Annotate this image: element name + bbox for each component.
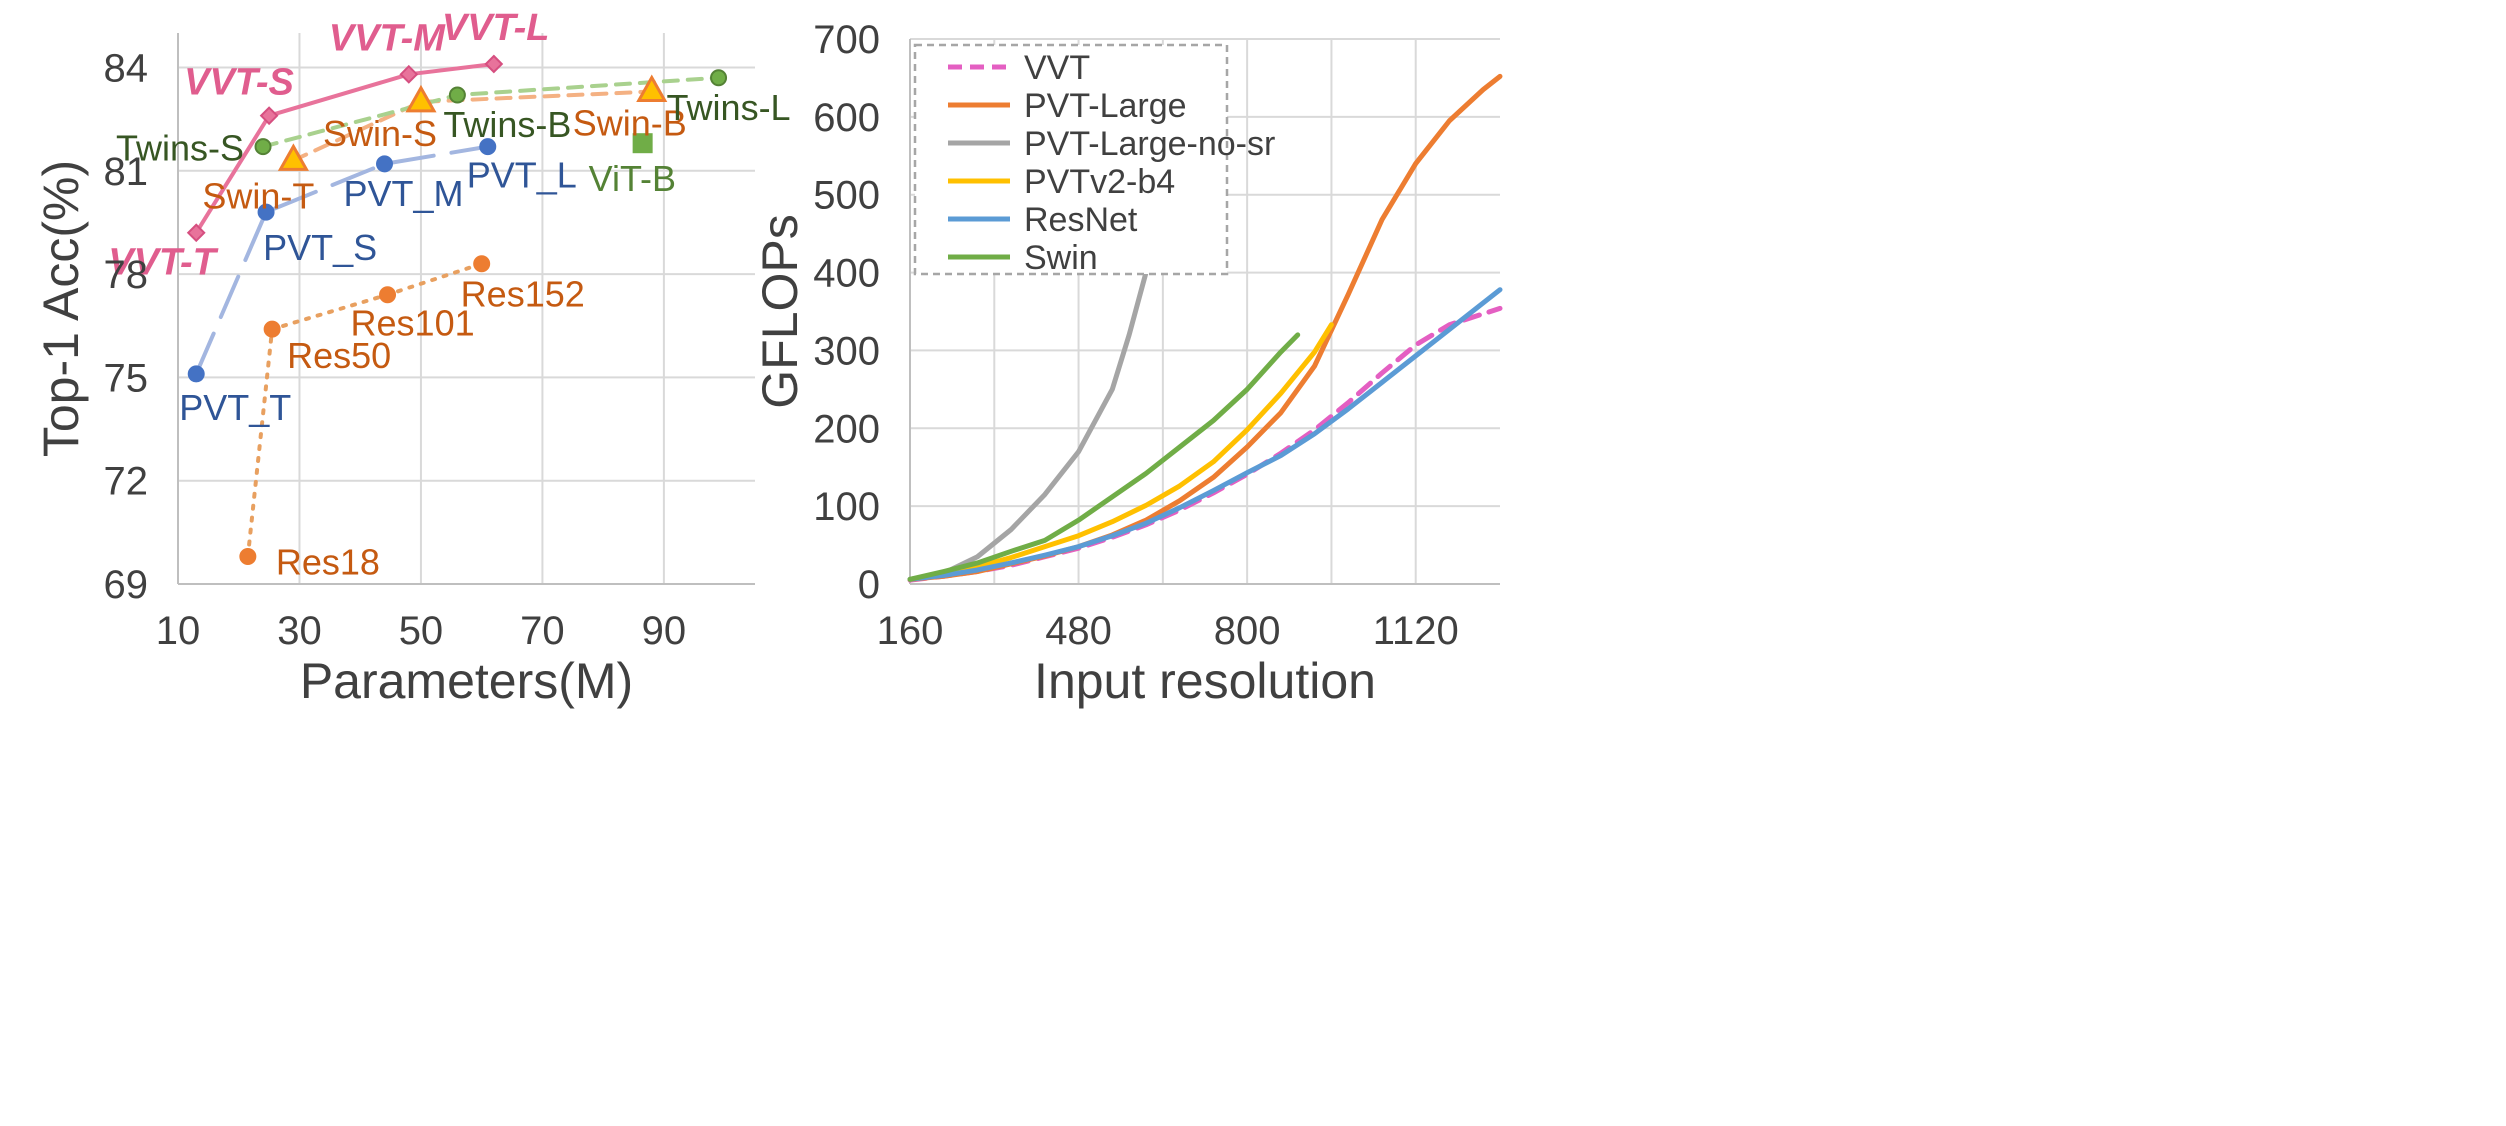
y-tick-label-500: 500 [813, 174, 880, 218]
y-tick-label-700: 700 [813, 18, 880, 62]
pvt-s-marker [257, 203, 275, 221]
res152-marker [473, 255, 491, 273]
x-tick-label-90: 90 [642, 609, 687, 653]
res50-marker [263, 320, 281, 338]
swin-t-marker [277, 143, 309, 171]
vit-b-marker [632, 133, 653, 154]
pvt-m-label: PVT_M [344, 173, 464, 214]
swin-s-label: Swin-S [323, 113, 437, 154]
y-tick-label-200: 200 [813, 407, 880, 451]
pvt-large-no-sr-legend-label: PVT-Large-no-sr [1024, 125, 1275, 163]
vvt-s-label: VVT-S [184, 62, 294, 104]
swin-s-marker [405, 84, 437, 113]
y-tick-label-81: 81 [104, 150, 149, 194]
twins-l-marker [710, 69, 728, 87]
res18-marker [239, 547, 257, 565]
vvt-t-marker [186, 223, 206, 243]
res101-marker [379, 286, 397, 304]
x-tick-label-70: 70 [520, 609, 565, 653]
vvt-series-line [194, 61, 496, 235]
x-tick-label-10: 10 [156, 609, 201, 653]
left-grid [177, 33, 755, 585]
left-x-axis-title: Parameters(M) [300, 653, 633, 709]
swin-series-line [907, 332, 1301, 582]
res152-label: Res152 [461, 274, 585, 315]
y-tick-label-69: 69 [104, 563, 149, 607]
pvt-series-line [194, 144, 490, 376]
x-tick-label-800: 800 [1214, 609, 1281, 653]
x-tick-label-1120: 1120 [1373, 609, 1459, 653]
y-tick-label-300: 300 [813, 329, 880, 373]
twins-b-marker [448, 86, 466, 104]
right-y-axis-title: GFLOPs [752, 214, 808, 408]
vvt-legend-label: VVT [1024, 49, 1090, 87]
left-tick-labels: 69 72 75 78 81 84 10 30 50 70 90 [104, 46, 687, 653]
swin-b-marker [636, 74, 668, 103]
twins-s-marker [254, 138, 272, 156]
twins-b-label: Twins-B [443, 104, 571, 145]
resnet-series-line [907, 287, 1503, 582]
y-tick-label-600: 600 [813, 96, 880, 140]
swin-legend-label: Swin [1024, 239, 1098, 277]
right-series-lines [907, 73, 1503, 583]
y-tick-label-100: 100 [813, 485, 880, 529]
y-tick-label-0: 0 [858, 563, 880, 607]
vvt-l-marker [484, 54, 504, 74]
res101-label: Res101 [351, 303, 475, 344]
pvt-t-label: PVT_T [179, 387, 291, 428]
swin-b-label: Swin-B [573, 103, 687, 144]
x-tick-label-160: 160 [877, 609, 944, 653]
pvt-t-marker [187, 365, 205, 383]
left-markers [186, 54, 728, 565]
pvt-s-label: PVT_S [263, 227, 377, 268]
x-tick-label-480: 480 [1045, 609, 1112, 653]
right-tick-labels: 0 100 200 300 400 500 600 700 160 480 800 1120 [813, 18, 1458, 653]
y-tick-label-78: 78 [104, 253, 149, 297]
right-x-axis-title: Input resolution [1034, 653, 1376, 709]
res18-label: Res18 [276, 541, 380, 582]
legend: VVTPVT-LargePVT-Large-no-srPVTv2-b4ResNe… [913, 43, 1275, 277]
vit-b-label: ViT-B [589, 158, 676, 199]
left-y-axis-title: Top-1 Acc(%) [33, 160, 89, 457]
pvt-l-marker [479, 138, 497, 156]
twins-s-label: Twins-S [116, 128, 244, 169]
pvtv2-b4-series-line [907, 322, 1334, 582]
swin-t-label: Swin-T [202, 175, 314, 216]
pvt-m-marker [376, 155, 394, 173]
x-tick-label-50: 50 [399, 609, 444, 653]
y-tick-label-400: 400 [813, 252, 880, 296]
pvtv2-b4-legend-label: PVTv2-b4 [1024, 163, 1175, 201]
y-tick-label-84: 84 [104, 46, 149, 90]
resnet-series-line [245, 261, 484, 559]
y-tick-label-72: 72 [104, 460, 149, 504]
pvt-large-legend-label: PVT-Large [1024, 87, 1187, 125]
resnet-legend-label: ResNet [1024, 201, 1138, 239]
y-tick-label-75: 75 [104, 356, 149, 400]
vvt-m-label: VVT-M [329, 17, 446, 59]
swin-series-line [291, 89, 654, 163]
vvt-m-marker [399, 64, 419, 84]
vvt-t-label: VVT-T [108, 242, 218, 284]
x-tick-label-30: 30 [277, 609, 322, 653]
legend-box [913, 43, 1229, 276]
res50-label: Res50 [287, 335, 391, 376]
twins-l-label: Twins-L [667, 87, 791, 128]
vvt-s-marker [259, 106, 279, 126]
pvt-l-label: PVT_L [467, 155, 577, 196]
vvt-l-label: VVT-L [442, 7, 550, 49]
